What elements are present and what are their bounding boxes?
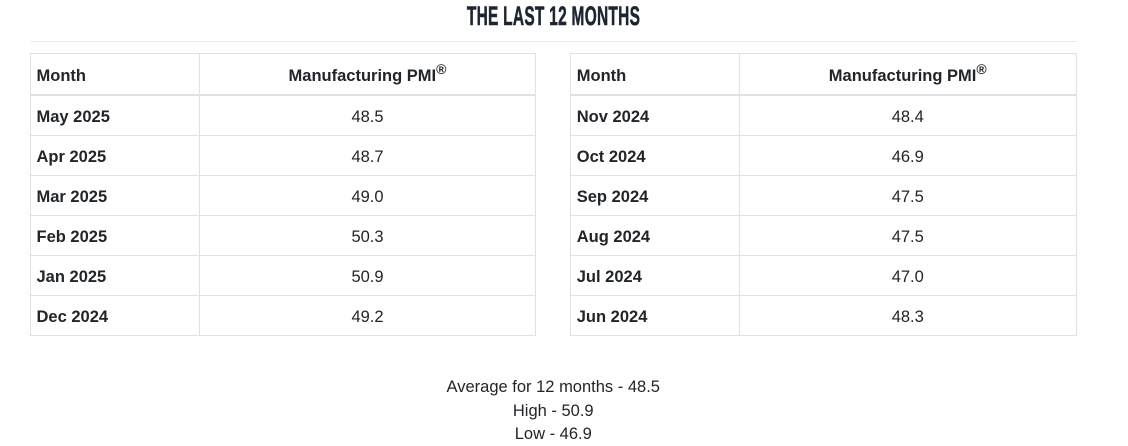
registered-trademark-icon: ®	[436, 60, 447, 77]
table-row: Nov 2024 48.4	[570, 94, 1077, 136]
table-row: Aug 2024 47.5	[570, 215, 1077, 256]
pmi-column-header: Manufacturing PMI®	[739, 53, 1077, 96]
pmi-value-cell: 47.0	[739, 255, 1077, 296]
pmi-value-cell: 48.3	[739, 295, 1077, 336]
month-cell: Jan 2025	[30, 255, 200, 296]
pmi-value-cell: 48.7	[198, 135, 537, 176]
month-cell: Jun 2024	[570, 295, 740, 336]
month-cell: Sep 2024	[570, 175, 740, 216]
page-title: THE LAST 12 MONTHS	[30, 1, 1077, 32]
table-row: Jul 2024 47.0	[570, 255, 1077, 296]
table-row: Mar 2025 49.0	[30, 175, 537, 216]
month-cell: Feb 2025	[30, 215, 200, 256]
month-column-header: Month	[30, 53, 200, 96]
month-cell: May 2025	[30, 94, 200, 136]
pmi-value-cell: 47.5	[739, 175, 1077, 216]
pmi-value-cell: 48.5	[198, 94, 537, 136]
table-row: May 2025 48.5	[30, 94, 537, 136]
month-cell: Apr 2025	[30, 135, 200, 176]
month-cell: Aug 2024	[570, 215, 740, 256]
month-cell: Mar 2025	[30, 175, 200, 216]
summary-average: Average for 12 months - 48.5	[446, 378, 660, 396]
table-row: Oct 2024 46.9	[570, 135, 1077, 176]
table-row: Apr 2025 48.7	[30, 135, 537, 176]
summary-high: High - 50.9	[512, 401, 594, 420]
table-header-row: Month Manufacturing PMI®	[30, 53, 537, 96]
table-row: Dec 2024 49.2	[30, 295, 537, 336]
table-row: Feb 2025 50.3	[30, 215, 537, 256]
content-container: THE LAST 12 MONTHS Month Manufacturing P…	[30, 1, 1077, 446]
tables-row: Month Manufacturing PMI® May 2025 48.5 Apr…	[30, 53, 1077, 336]
title-block: THE LAST 12 MONTHS	[30, 1, 1077, 42]
month-cell: Dec 2024	[30, 295, 200, 336]
month-cell: Nov 2024	[570, 94, 740, 136]
pmi-value-cell: 48.4	[739, 94, 1077, 136]
table-body: Nov 2024 48.4 Oct 2024 46.9 Sep 2024 47.5 Aug …	[570, 94, 1077, 336]
pmi-table-earlier: Month Manufacturing PMI® Nov 2024 48.4 Oct…	[570, 53, 1077, 336]
month-cell: Jul 2024	[570, 255, 740, 296]
pmi-value-cell: 49.2	[198, 295, 537, 336]
pmi-value-cell: 50.3	[198, 215, 537, 256]
month-column-header: Month	[570, 53, 740, 96]
table-row: Jun 2024 48.3	[570, 295, 1077, 336]
registered-trademark-icon: ®	[976, 60, 987, 77]
pmi-value-cell: 49.0	[198, 175, 537, 216]
pmi-table-recent: Month Manufacturing PMI® May 2025 48.5 Apr…	[30, 53, 537, 336]
table-row: Jan 2025 50.9	[30, 255, 537, 296]
pmi-column-header-label: Manufacturing PMI	[828, 67, 977, 85]
table-row: Sep 2024 47.5	[570, 175, 1077, 216]
summary-low: Low - 46.9	[514, 425, 592, 443]
pmi-value-cell: 47.5	[739, 215, 1077, 256]
pmi-column-header-label: Manufacturing PMI	[288, 67, 437, 85]
table-body: May 2025 48.5 Apr 2025 48.7 Mar 2025 49.0 Feb …	[30, 94, 537, 336]
summary-block: Average for 12 months - 48.5 High - 50.9…	[30, 376, 1077, 446]
pmi-value-cell: 50.9	[198, 255, 537, 296]
month-cell: Oct 2024	[570, 135, 740, 176]
pmi-column-header: Manufacturing PMI®	[198, 53, 537, 96]
pmi-value-cell: 46.9	[739, 135, 1077, 176]
table-header-row: Month Manufacturing PMI®	[570, 53, 1077, 96]
page-title-text: THE LAST 12 MONTHS	[466, 1, 640, 32]
